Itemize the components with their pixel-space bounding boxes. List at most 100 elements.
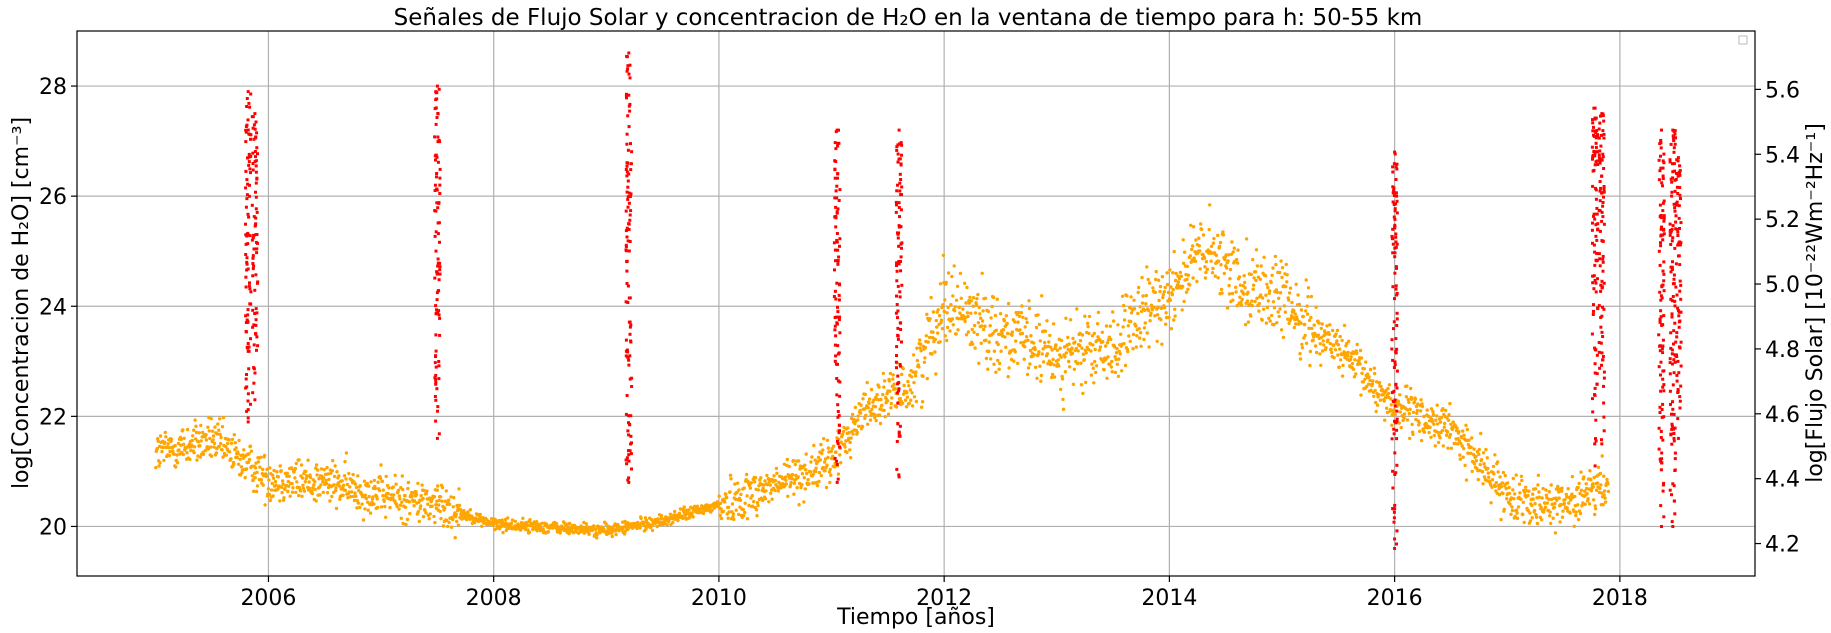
solar-flux-point (845, 450, 849, 455)
h2o-point (1670, 268, 1674, 271)
h2o-point (837, 431, 841, 435)
h2o-point (1678, 173, 1682, 177)
h2o-point (837, 293, 841, 297)
h2o-point (1600, 314, 1604, 318)
solar-flux-point (305, 474, 309, 478)
h2o-point (1393, 246, 1397, 250)
solar-flux-point (1126, 349, 1130, 354)
h2o-point (1395, 409, 1399, 413)
solar-flux-point (1185, 264, 1190, 269)
solar-flux-point (1582, 475, 1586, 479)
solar-flux-point (1330, 328, 1335, 333)
solar-flux-point (889, 401, 893, 406)
solar-flux-point (259, 478, 263, 482)
h2o-point (245, 178, 249, 182)
solar-flux-point (1369, 388, 1373, 392)
solar-flux-point (313, 480, 317, 484)
h2o-point (433, 183, 437, 187)
solar-flux-point (401, 521, 405, 526)
solar-flux-point (1189, 223, 1193, 227)
solar-flux-point (1459, 441, 1463, 446)
h2o-point (895, 264, 898, 267)
solar-flux-point (804, 452, 808, 456)
solar-flux-point (1216, 276, 1220, 280)
solar-flux-point (1091, 366, 1096, 370)
h2o-point (1669, 243, 1673, 246)
h2o-point (1602, 189, 1606, 193)
solar-flux-point (1527, 489, 1531, 493)
solar-flux-point (785, 457, 789, 462)
solar-flux-point (1141, 294, 1145, 298)
solar-flux-point (541, 527, 545, 531)
solar-flux-point (838, 453, 842, 457)
h2o-point (625, 170, 629, 174)
solar-flux-point (391, 485, 395, 489)
h2o-point (626, 64, 630, 68)
h2o-point (1602, 136, 1606, 140)
solar-flux-point (1164, 311, 1168, 315)
solar-flux-point (376, 480, 380, 484)
solar-flux-point (1169, 327, 1174, 331)
solar-flux-point (1547, 497, 1551, 501)
solar-flux-point (956, 317, 961, 321)
h2o-point (251, 391, 255, 395)
solar-flux-point (986, 367, 990, 371)
h2o-point (253, 112, 257, 116)
solar-flux-point (933, 350, 937, 354)
solar-flux-point (546, 530, 551, 534)
h2o-point (628, 218, 632, 222)
h2o-point (1673, 451, 1677, 455)
h2o-point (248, 234, 252, 238)
h2o-point (1662, 369, 1666, 373)
solar-flux-point (726, 505, 731, 509)
solar-flux-point (444, 489, 448, 493)
solar-flux-point (914, 370, 918, 374)
solar-flux-point (1487, 475, 1491, 479)
h2o-point (835, 128, 839, 132)
h2o-point (252, 343, 256, 347)
solar-flux-point (1255, 264, 1260, 268)
solar-flux-point (1591, 485, 1596, 489)
h2o-point (627, 358, 631, 362)
solar-flux-point (1027, 306, 1032, 311)
h2o-point (1393, 271, 1397, 275)
solar-flux-point (332, 474, 337, 479)
solar-flux-point (1446, 446, 1450, 450)
solar-flux-point (1058, 346, 1062, 350)
solar-flux-point (326, 472, 330, 476)
h2o-point (256, 281, 259, 285)
h2o-point (1595, 252, 1599, 255)
solar-flux-point (798, 464, 803, 468)
solar-flux-point (1004, 314, 1008, 318)
h2o-point (1669, 402, 1672, 406)
solar-flux-point (1534, 513, 1538, 517)
solar-flux-point (638, 526, 642, 530)
h2o-point (1395, 420, 1399, 424)
solar-flux-point (294, 490, 298, 495)
y-right-tick-label: 5.0 (1765, 273, 1800, 298)
h2o-point (1596, 307, 1600, 311)
h2o-point (835, 211, 839, 215)
solar-flux-point (1347, 339, 1351, 343)
solar-flux-point (678, 507, 683, 511)
solar-flux-point (255, 484, 260, 488)
h2o-point (1658, 142, 1662, 146)
solar-flux-point (1037, 350, 1041, 354)
solar-flux-point (1467, 438, 1471, 442)
h2o-point (1395, 162, 1399, 166)
solar-flux-point (1373, 388, 1377, 393)
h2o-point (1392, 320, 1396, 324)
solar-flux-point (1225, 306, 1230, 310)
h2o-point (899, 225, 903, 229)
solar-flux-point (1595, 481, 1600, 485)
solar-flux-point (1389, 403, 1394, 407)
h2o-point (1673, 426, 1677, 430)
h2o-point (1391, 399, 1395, 403)
solar-flux-point (1285, 280, 1289, 284)
solar-flux-point (1267, 316, 1271, 320)
h2o-point (246, 399, 250, 403)
solar-flux-point (1202, 256, 1207, 260)
h2o-point (1593, 217, 1597, 221)
h2o-point (1394, 383, 1398, 387)
solar-flux-point (917, 365, 921, 369)
